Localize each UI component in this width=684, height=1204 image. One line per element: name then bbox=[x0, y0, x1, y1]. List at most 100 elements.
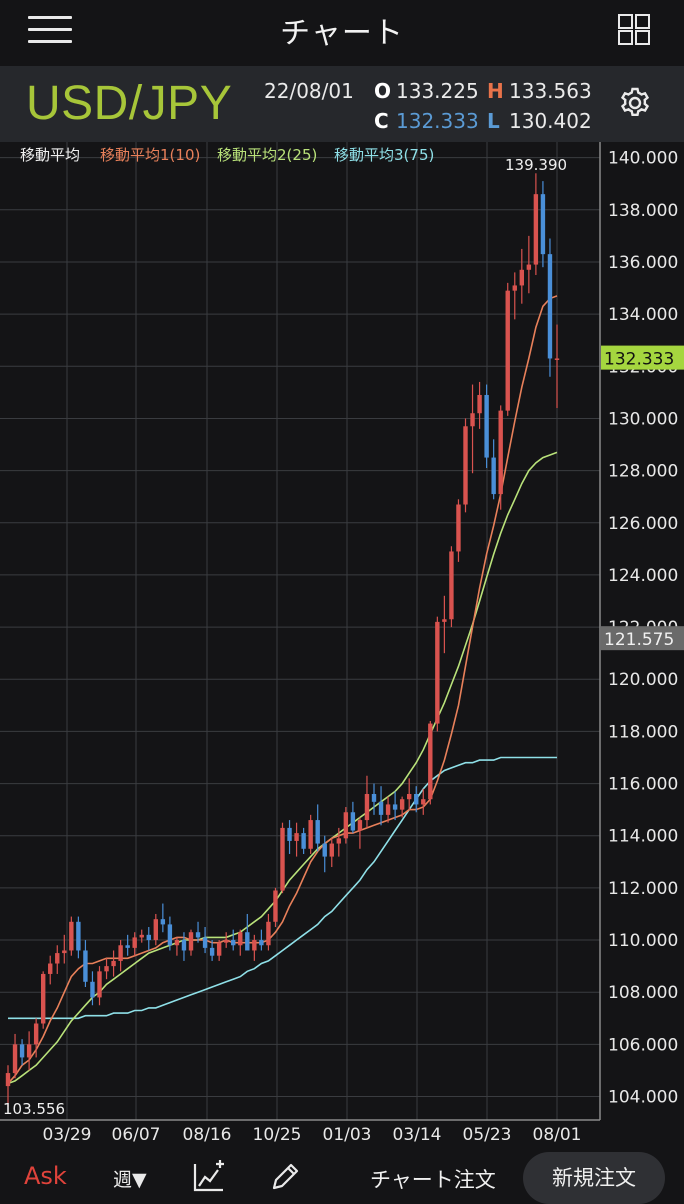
candle-body bbox=[125, 945, 130, 948]
candle-body bbox=[470, 413, 475, 427]
candle-body bbox=[118, 945, 123, 961]
pencil-draw-icon[interactable] bbox=[268, 1160, 302, 1194]
low-value: 130.402 bbox=[509, 109, 592, 133]
candle-body bbox=[245, 932, 250, 951]
candle-body bbox=[435, 621, 440, 724]
low-label: L bbox=[487, 109, 500, 133]
candle-body bbox=[167, 924, 173, 946]
candle-body bbox=[336, 838, 342, 844]
candle-body bbox=[378, 801, 384, 815]
candle-body bbox=[160, 919, 166, 925]
candle-body bbox=[442, 619, 447, 622]
candle-body bbox=[33, 1023, 39, 1045]
gear-icon[interactable] bbox=[618, 86, 652, 120]
y-tick-label: 108.000 bbox=[608, 983, 678, 1003]
period-selector[interactable]: 週▼ bbox=[113, 1169, 147, 1191]
candle-body bbox=[350, 812, 356, 831]
new-order-button[interactable]: 新規注文 bbox=[523, 1152, 665, 1204]
candle-body bbox=[188, 932, 194, 951]
candle-body bbox=[55, 953, 60, 964]
candle-body bbox=[181, 940, 187, 951]
candle-body bbox=[76, 921, 81, 951]
candle-body bbox=[505, 290, 510, 411]
candle-body bbox=[216, 942, 222, 956]
candle-body bbox=[83, 950, 88, 982]
ma3-line bbox=[8, 756, 557, 1020]
candle-body bbox=[533, 194, 539, 265]
candle-body bbox=[202, 937, 208, 948]
candle-body bbox=[329, 843, 334, 857]
quote-bar: USD/JPY 22/08/01 O 133.225 H 133.563 C 1… bbox=[0, 66, 684, 142]
candle-body bbox=[195, 932, 201, 938]
candle-body bbox=[280, 827, 285, 891]
close-label: C bbox=[374, 109, 389, 133]
candle-body bbox=[62, 950, 67, 954]
candle-body bbox=[209, 947, 215, 956]
y-tick-label: 136.000 bbox=[608, 253, 678, 273]
candle-body bbox=[343, 812, 349, 839]
y-tick-label: 124.000 bbox=[608, 566, 678, 586]
candle-body bbox=[322, 843, 327, 857]
y-tick-label: 130.000 bbox=[608, 409, 678, 429]
hamburger-menu-icon[interactable] bbox=[28, 14, 72, 46]
y-tick-label: 114.000 bbox=[608, 827, 678, 847]
x-tick-label: 05/23 bbox=[463, 1125, 512, 1145]
currency-pair[interactable]: USD/JPY bbox=[26, 77, 233, 130]
y-tick-label: 110.000 bbox=[608, 931, 678, 951]
chart-indicator-icon[interactable] bbox=[192, 1160, 226, 1194]
legend-ma2: 移動平均2(25) bbox=[217, 146, 317, 164]
page-title: チャート bbox=[280, 16, 404, 51]
candle-body bbox=[406, 794, 412, 800]
candle-body bbox=[104, 966, 109, 972]
y-tick-label: 138.000 bbox=[608, 201, 678, 221]
x-tick-label: 03/14 bbox=[393, 1125, 442, 1145]
ma1-line bbox=[7, 295, 558, 1085]
candle-body bbox=[266, 921, 271, 946]
y-tick-label: 120.000 bbox=[608, 670, 678, 690]
chart-order-button[interactable]: チャート注文 bbox=[370, 1168, 496, 1192]
candle-body bbox=[294, 833, 299, 841]
min-price-label: 103.556 bbox=[3, 1100, 65, 1118]
candle-body bbox=[97, 971, 102, 998]
bottom-toolbar: Ask 週▼ チャート注文 新規注文 bbox=[0, 1152, 684, 1204]
candle-body bbox=[153, 919, 159, 941]
y-tick-label: 126.000 bbox=[608, 514, 678, 534]
last-price-label-bg bbox=[601, 345, 684, 370]
candle-body bbox=[364, 794, 370, 821]
open-label: O bbox=[374, 79, 392, 103]
quote-date: 22/08/01 bbox=[264, 79, 354, 103]
candle-body bbox=[174, 940, 180, 946]
high-value: 133.563 bbox=[509, 79, 592, 103]
candle-body bbox=[19, 1044, 25, 1058]
close-value: 132.333 bbox=[396, 109, 479, 133]
y-tick-label: 134.000 bbox=[608, 305, 678, 325]
x-tick-label: 01/03 bbox=[323, 1125, 372, 1145]
candle-body bbox=[414, 794, 419, 805]
ask-toggle[interactable]: Ask bbox=[24, 1162, 67, 1190]
y-tick-label: 106.000 bbox=[608, 1035, 678, 1055]
candle-body bbox=[5, 1073, 11, 1087]
candle-body bbox=[26, 1044, 32, 1058]
candle-body bbox=[371, 794, 377, 802]
y-tick-label: 140.000 bbox=[608, 149, 678, 169]
grid-layout-icon[interactable] bbox=[618, 14, 650, 45]
y-tick-label: 104.000 bbox=[608, 1088, 678, 1108]
candle-body bbox=[231, 940, 236, 946]
candle-body bbox=[554, 358, 560, 360]
candle-body bbox=[308, 820, 313, 849]
candle-body bbox=[287, 827, 292, 841]
candle-body bbox=[48, 963, 53, 974]
candle-body bbox=[491, 457, 496, 495]
legend-ma3: 移動平均3(75) bbox=[334, 146, 434, 164]
y-tick-label: 128.000 bbox=[608, 462, 678, 482]
x-tick-label: 08/16 bbox=[183, 1125, 232, 1145]
candle-body bbox=[399, 799, 405, 810]
candle-body bbox=[449, 551, 454, 620]
candle-body bbox=[40, 973, 46, 1024]
candle-body bbox=[421, 799, 426, 805]
candle-body bbox=[547, 254, 553, 359]
candle-body bbox=[428, 723, 433, 800]
candle-body bbox=[512, 285, 517, 291]
candle-body bbox=[111, 960, 116, 967]
candlestick-chart[interactable]: 140.000138.000136.000134.000132.000130.0… bbox=[0, 142, 684, 1152]
